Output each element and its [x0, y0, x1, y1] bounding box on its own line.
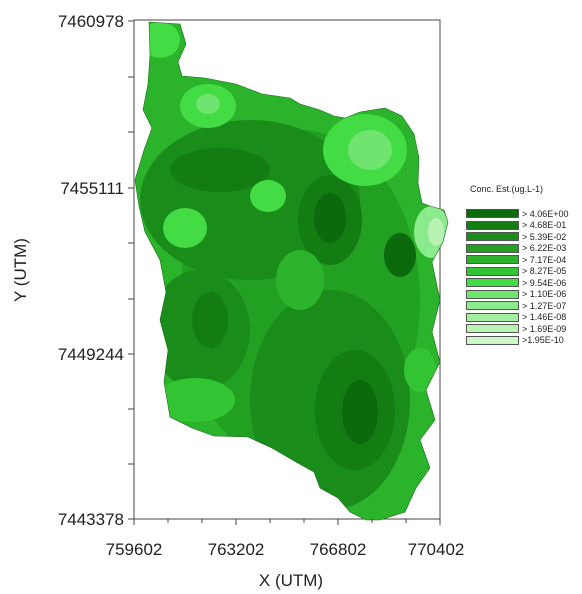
y-tick-label: 7443378 — [58, 510, 124, 529]
legend-swatch — [466, 220, 519, 230]
x-axis-title: X (UTM) — [259, 571, 323, 590]
y-tick-label: 7449244 — [58, 345, 124, 364]
legend-label: > 9.54E-06 — [522, 277, 567, 288]
x-tick-label: 766802 — [310, 540, 367, 559]
legend-label: > 7.17E-04 — [522, 254, 567, 265]
x-axis-ticks — [133, 519, 441, 525]
legend-swatch — [466, 255, 519, 265]
x-tick-label: 759602 — [106, 540, 163, 559]
legend-swatch — [466, 232, 519, 242]
legend-label: > 1.69E-09 — [522, 323, 567, 334]
legend-label: > 1.27E-07 — [522, 300, 567, 311]
legend-label: > 8.27E-05 — [522, 266, 567, 277]
legend-item: >1.95E-10 — [466, 335, 569, 347]
legend-label: > 5.39E-02 — [522, 231, 567, 242]
x-tick-label: 763202 — [208, 540, 265, 559]
legend-label: > 4.06E+00 — [522, 208, 569, 219]
x-tick-label: 770402 — [408, 540, 465, 559]
legend-swatch — [466, 209, 519, 219]
region-boundary — [134, 21, 449, 521]
legend-item: > 1.46E-08 — [466, 312, 569, 324]
legend-item: > 7.17E-04 — [466, 254, 569, 266]
legend-item: > 1.10E-06 — [466, 289, 569, 301]
legend-swatch — [466, 243, 519, 253]
legend-label: > 1.10E-06 — [522, 289, 567, 300]
legend-label: > 4.68E-01 — [522, 220, 567, 231]
legend-swatch — [466, 289, 519, 299]
legend-item: > 4.06E+00 — [466, 208, 569, 220]
y-axis-title: Y (UTM) — [11, 238, 30, 302]
legend-item: > 5.39E-02 — [466, 231, 569, 243]
legend-item: > 1.69E-09 — [466, 323, 569, 335]
legend-swatch — [466, 278, 519, 288]
legend-swatch — [466, 266, 519, 276]
legend-item: > 9.54E-06 — [466, 277, 569, 289]
legend-label: > 1.46E-08 — [522, 312, 567, 323]
legend-swatch — [466, 301, 519, 311]
legend-item: > 6.22E-03 — [466, 243, 569, 255]
legend-swatch — [466, 324, 519, 334]
legend: > 4.06E+00 > 4.68E-01 > 5.39E-02 > 6.22E-03… — [466, 208, 569, 346]
y-tick-label: 7455111 — [60, 179, 124, 198]
y-tick-label: 7460978 — [58, 12, 124, 31]
legend-label: > 6.22E-03 — [522, 243, 567, 254]
y-axis-ticks — [128, 20, 134, 520]
legend-title: Conc. Est.(ug.L-1) — [470, 184, 544, 194]
legend-label: >1.95E-10 — [522, 335, 564, 346]
legend-swatch — [466, 335, 519, 345]
legend-item: > 1.27E-07 — [466, 300, 569, 312]
legend-item: > 8.27E-05 — [466, 266, 569, 278]
legend-swatch — [466, 312, 519, 322]
legend-item: > 4.68E-01 — [466, 220, 569, 232]
